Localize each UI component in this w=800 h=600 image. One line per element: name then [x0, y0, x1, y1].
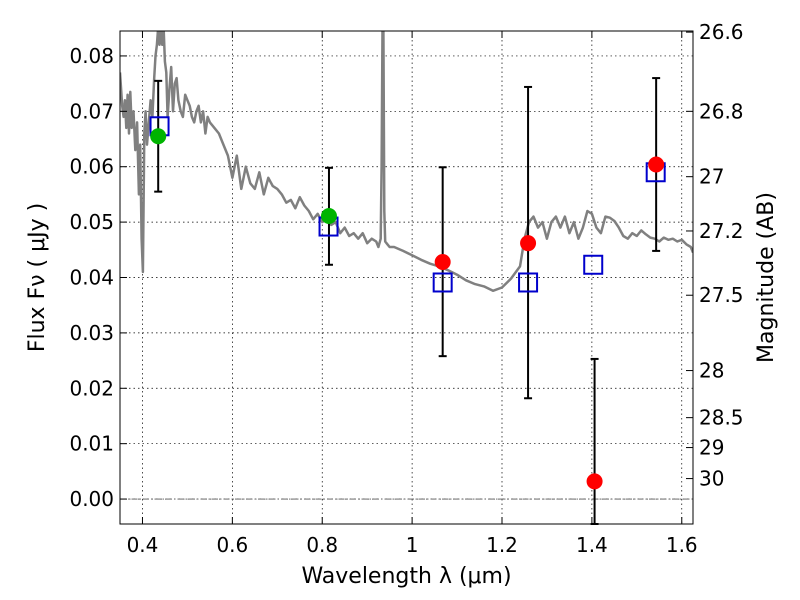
y-tick-label: 0.01	[69, 432, 114, 456]
x-tick-label: 0.4	[127, 533, 159, 557]
y-tick-label: 0.08	[69, 44, 114, 68]
y-tick-label: 0.06	[69, 155, 114, 179]
y2-tick-label: 27	[699, 165, 724, 189]
observed-point-marker	[648, 156, 665, 173]
ticks-group: 0.4 0.6 0.8 1 1.2 1.4 1.6 0.00 0.01 0.02 0.03 0.04 0…	[69, 20, 743, 557]
y-tick-label: 0.04	[69, 266, 114, 290]
y2-tick-label: 26.8	[699, 99, 744, 123]
y-axis-label: Flux Fν ( μJy )	[25, 203, 50, 352]
y-tick-label: 0.02	[69, 376, 114, 400]
x-tick-label: 0.6	[216, 533, 248, 557]
model-photometry-group	[149, 116, 666, 293]
model-square-marker	[583, 254, 604, 275]
model-spectrum-line	[120, 31, 693, 293]
y2-tick-label: 27.5	[699, 283, 744, 307]
observed-point-marker	[150, 128, 167, 145]
observed-point-marker	[320, 208, 337, 225]
x-axis-label: Wavelength λ (μm)	[301, 564, 511, 589]
spectrum-group	[120, 31, 693, 293]
y2-tick-label: 28.5	[699, 406, 744, 430]
x-tick-label: 1.6	[666, 533, 698, 557]
x-tick-label: 1.2	[486, 533, 518, 557]
y2-tick-label: 30	[699, 467, 724, 491]
observed-point-marker	[520, 235, 537, 252]
y2-tick-label: 29	[699, 436, 724, 460]
x-tick-label: 0.8	[306, 533, 338, 557]
model-square-marker	[518, 272, 539, 293]
errorbars-group	[154, 77, 661, 525]
y-tick-label: 0.07	[69, 99, 114, 123]
observed-point-marker	[434, 253, 451, 270]
x-tick-label: 1.4	[576, 533, 608, 557]
model-square-marker	[432, 272, 453, 293]
y2-tick-label: 27.2	[699, 219, 744, 243]
y-tick-label: 0.00	[69, 487, 114, 511]
y-tick-label: 0.03	[69, 321, 114, 345]
x-tick-label: 1	[406, 533, 419, 557]
y-tick-label: 0.05	[69, 210, 114, 234]
y2-tick-label: 26.6	[699, 20, 744, 44]
observed-points-group	[150, 128, 665, 490]
grid	[120, 31, 693, 524]
y2-tick-label: 28	[699, 359, 724, 383]
y2-axis-label: Magnitude (AB)	[754, 192, 779, 363]
observed-point-marker	[586, 473, 603, 490]
